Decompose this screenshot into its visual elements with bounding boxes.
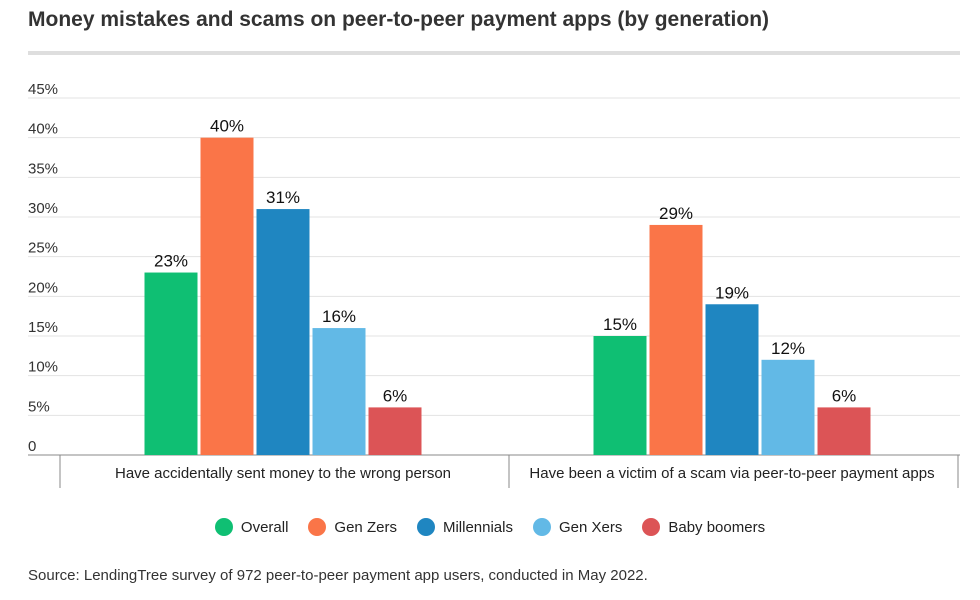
bar-value-label: 40%	[210, 117, 244, 136]
legend-label: Millennials	[442, 518, 513, 536]
bar-value-label: 23%	[154, 252, 188, 271]
bar	[593, 336, 647, 455]
bar-value-label: 19%	[715, 283, 749, 302]
bar	[705, 304, 759, 455]
bar-value-label: 16%	[322, 307, 356, 326]
y-tick-label: 40%	[28, 121, 58, 138]
bar-chart: 0 5% 10% 15% 20% 25% 30% 35% 40% 45% Have accident…	[28, 81, 960, 488]
bar-value-label: 29%	[659, 204, 693, 223]
bar	[817, 407, 871, 455]
legend-item: Gen Xers	[532, 518, 623, 536]
bar	[368, 407, 422, 455]
bar-value-label: 6%	[383, 386, 408, 405]
bar	[144, 272, 198, 455]
legend-item: Gen Zers	[308, 518, 397, 536]
bar-value-label: 6%	[832, 386, 857, 405]
chart-title: Money mistakes and scams on peer-to-peer…	[28, 8, 770, 31]
legend-label: Gen Xers	[558, 518, 623, 536]
x-category-label: Have accidentally sent money to the wron…	[115, 465, 451, 482]
chart-legend: Overall Gen Zers Millennials Gen Xers Baby b…	[0, 518, 980, 536]
y-tick-label: 10%	[28, 359, 58, 376]
bar	[649, 224, 703, 455]
legend-item: Baby boomers	[642, 518, 765, 536]
bar	[761, 359, 815, 455]
legend-label: Overall	[240, 518, 289, 536]
y-tick-label: 35%	[28, 160, 58, 177]
bar	[256, 209, 310, 455]
legend-item: Overall	[214, 518, 289, 536]
bar-value-label: 31%	[266, 188, 300, 207]
source-note: Source: LendingTree survey of 972 peer-t…	[28, 567, 648, 584]
legend-swatch	[416, 518, 435, 536]
x-category-label: Have been a victim of a scam via peer-to…	[529, 465, 934, 482]
legend-swatch	[642, 518, 661, 536]
legend-label: Gen Zers	[334, 518, 397, 536]
legend-item: Millennials	[416, 518, 513, 536]
y-tick-label: 30%	[28, 200, 58, 217]
y-tick-label: 25%	[28, 240, 58, 257]
legend-swatch	[532, 518, 551, 536]
bar	[312, 328, 366, 455]
legend-swatch	[308, 518, 327, 536]
y-tick-label: 15%	[28, 319, 58, 336]
bar-value-label: 15%	[603, 315, 637, 334]
legend-label: Baby boomers	[668, 518, 766, 536]
y-tick-label: 45%	[28, 81, 58, 98]
y-tick-label: 0	[28, 438, 36, 455]
title-divider	[28, 51, 960, 55]
legend-swatch	[214, 518, 233, 536]
y-tick-label: 20%	[28, 279, 58, 296]
y-tick-label: 5%	[28, 398, 50, 415]
bar-value-label: 12%	[771, 339, 805, 358]
bar	[200, 137, 254, 455]
